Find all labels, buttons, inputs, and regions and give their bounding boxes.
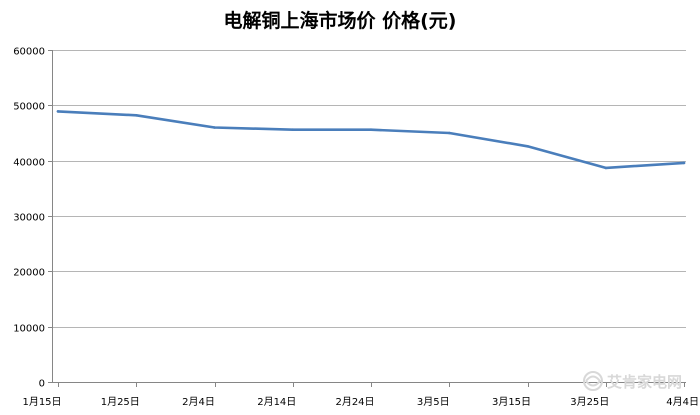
axes [48,50,686,387]
y-tick-label: 50000 [13,102,45,113]
data-point [291,128,295,131]
data-point [526,145,529,148]
x-tick-label: 2月14日 [257,396,296,408]
x-tick-label: 4月4日 [666,396,699,408]
y-axis-tick-labels: 0 10000 20000 30000 40000 50000 60000 [13,47,45,390]
swirl-logo-icon [583,371,603,391]
x-tick-label: 3月15日 [492,396,531,408]
data-point [604,166,608,170]
y-tick-label: 0 [39,379,45,390]
data-point [448,131,451,135]
data-point [56,110,60,113]
series-layer [56,110,686,170]
watermark: 艾肯家电网 [583,371,682,391]
y-tick-label: 30000 [13,213,45,224]
y-tick-label: 60000 [13,47,45,58]
y-tick-label: 10000 [13,324,45,335]
x-tick-label: 3月5日 [417,396,450,408]
x-axis-tick-labels: 1月15日 1月25日 2月4日 2月14日 2月24日 3月5日 3月15日 3月25日 4月… [22,396,699,408]
y-tick-label: 20000 [13,268,45,279]
x-tick-label: 1月25日 [101,396,140,408]
data-point [135,114,138,117]
data-point [682,161,686,165]
x-tick-label: 2月4日 [182,396,215,408]
gridlines [52,50,686,328]
x-tick-label: 1月15日 [22,396,61,408]
watermark-text: 艾肯家电网 [607,373,682,391]
chart-title: 电解铜上海市场价 价格(元) [224,9,457,32]
x-tick-label: 3月25日 [570,396,609,408]
data-point [213,126,216,129]
data-point [369,128,373,131]
y-tick-label: 40000 [13,158,45,169]
x-tick-label: 2月24日 [335,396,374,408]
